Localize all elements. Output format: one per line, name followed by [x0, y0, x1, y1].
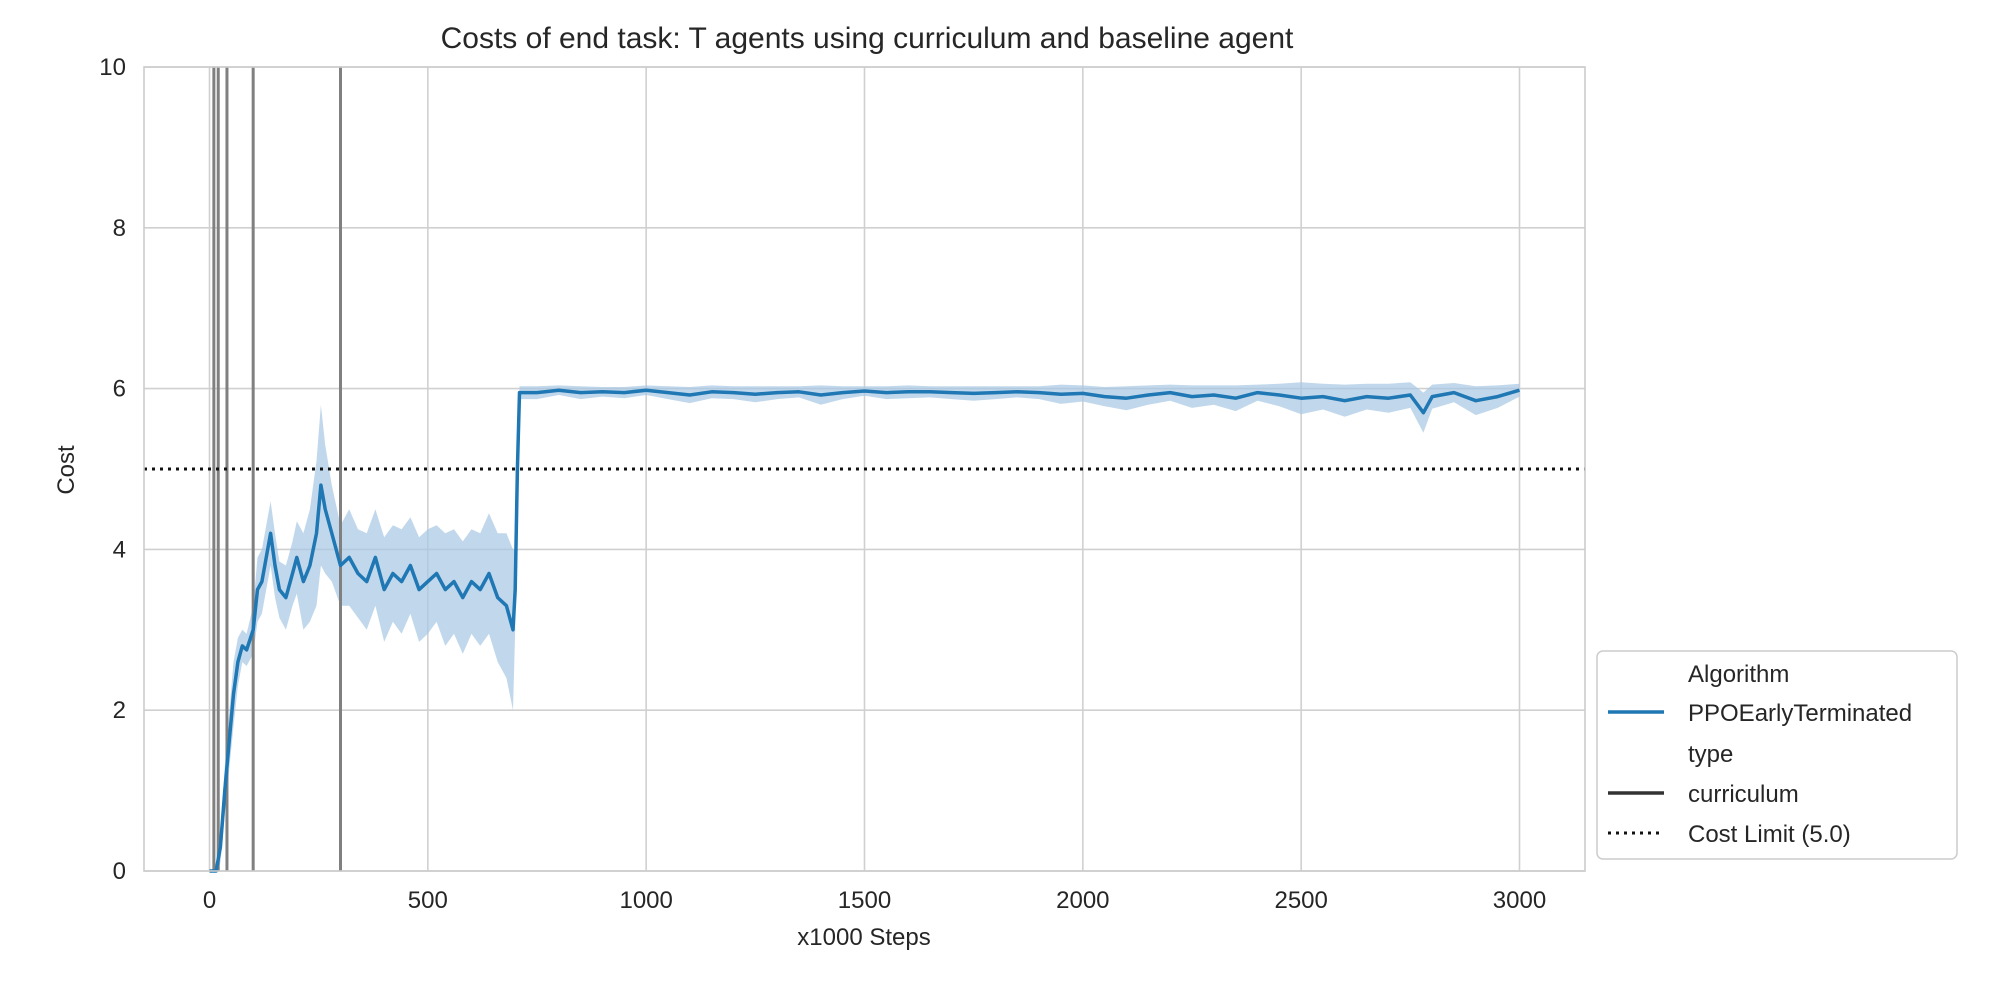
legend-item-ppo: PPOEarlyTerminated: [1688, 700, 1912, 727]
chart-title: Costs of end task: T agents using curric…: [441, 22, 1294, 55]
x-tick-label: 1500: [838, 887, 891, 914]
legend-item-curriculum: curriculum: [1688, 781, 1799, 808]
y-tick-label: 6: [113, 376, 126, 403]
y-tick-label: 4: [113, 536, 126, 563]
x-tick-label: 2000: [1056, 887, 1109, 914]
y-tick-label: 10: [99, 54, 126, 81]
confidence-band-layer: [209, 382, 1520, 871]
series-line-ppoearlyterminated: [209, 388, 1520, 873]
legend-title-algorithm: Algorithm: [1688, 661, 1789, 688]
x-axis-label: x1000 Steps: [797, 924, 930, 951]
y-tick-labels: 0 2 4 6 8 10: [99, 54, 126, 885]
series-layer: [209, 388, 1520, 873]
x-tick-label: 3000: [1493, 887, 1546, 914]
plot-border: [143, 66, 1586, 872]
legend: Algorithm PPOEarlyTerminated type curric…: [1596, 650, 1958, 860]
legend-box: [1596, 650, 1958, 860]
x-tick-label: 2500: [1274, 887, 1327, 914]
x-tick-label: 500: [408, 887, 448, 914]
y-tick-label: 2: [113, 697, 126, 724]
y-axis-label: Cost: [53, 445, 80, 495]
legend-title-type: type: [1688, 741, 1733, 768]
plot-frame: [143, 66, 1586, 872]
x-tick-label: 0: [203, 887, 216, 914]
x-tick-labels: 0 500 1000 1500 2000 2500 3000: [203, 887, 1546, 914]
y-tick-label: 8: [113, 215, 126, 242]
legend-item-cost-limit: Cost Limit (5.0): [1688, 821, 1851, 848]
series-confidence-band: [209, 382, 1520, 871]
x-tick-label: 1000: [619, 887, 672, 914]
y-tick-label: 0: [113, 858, 126, 885]
